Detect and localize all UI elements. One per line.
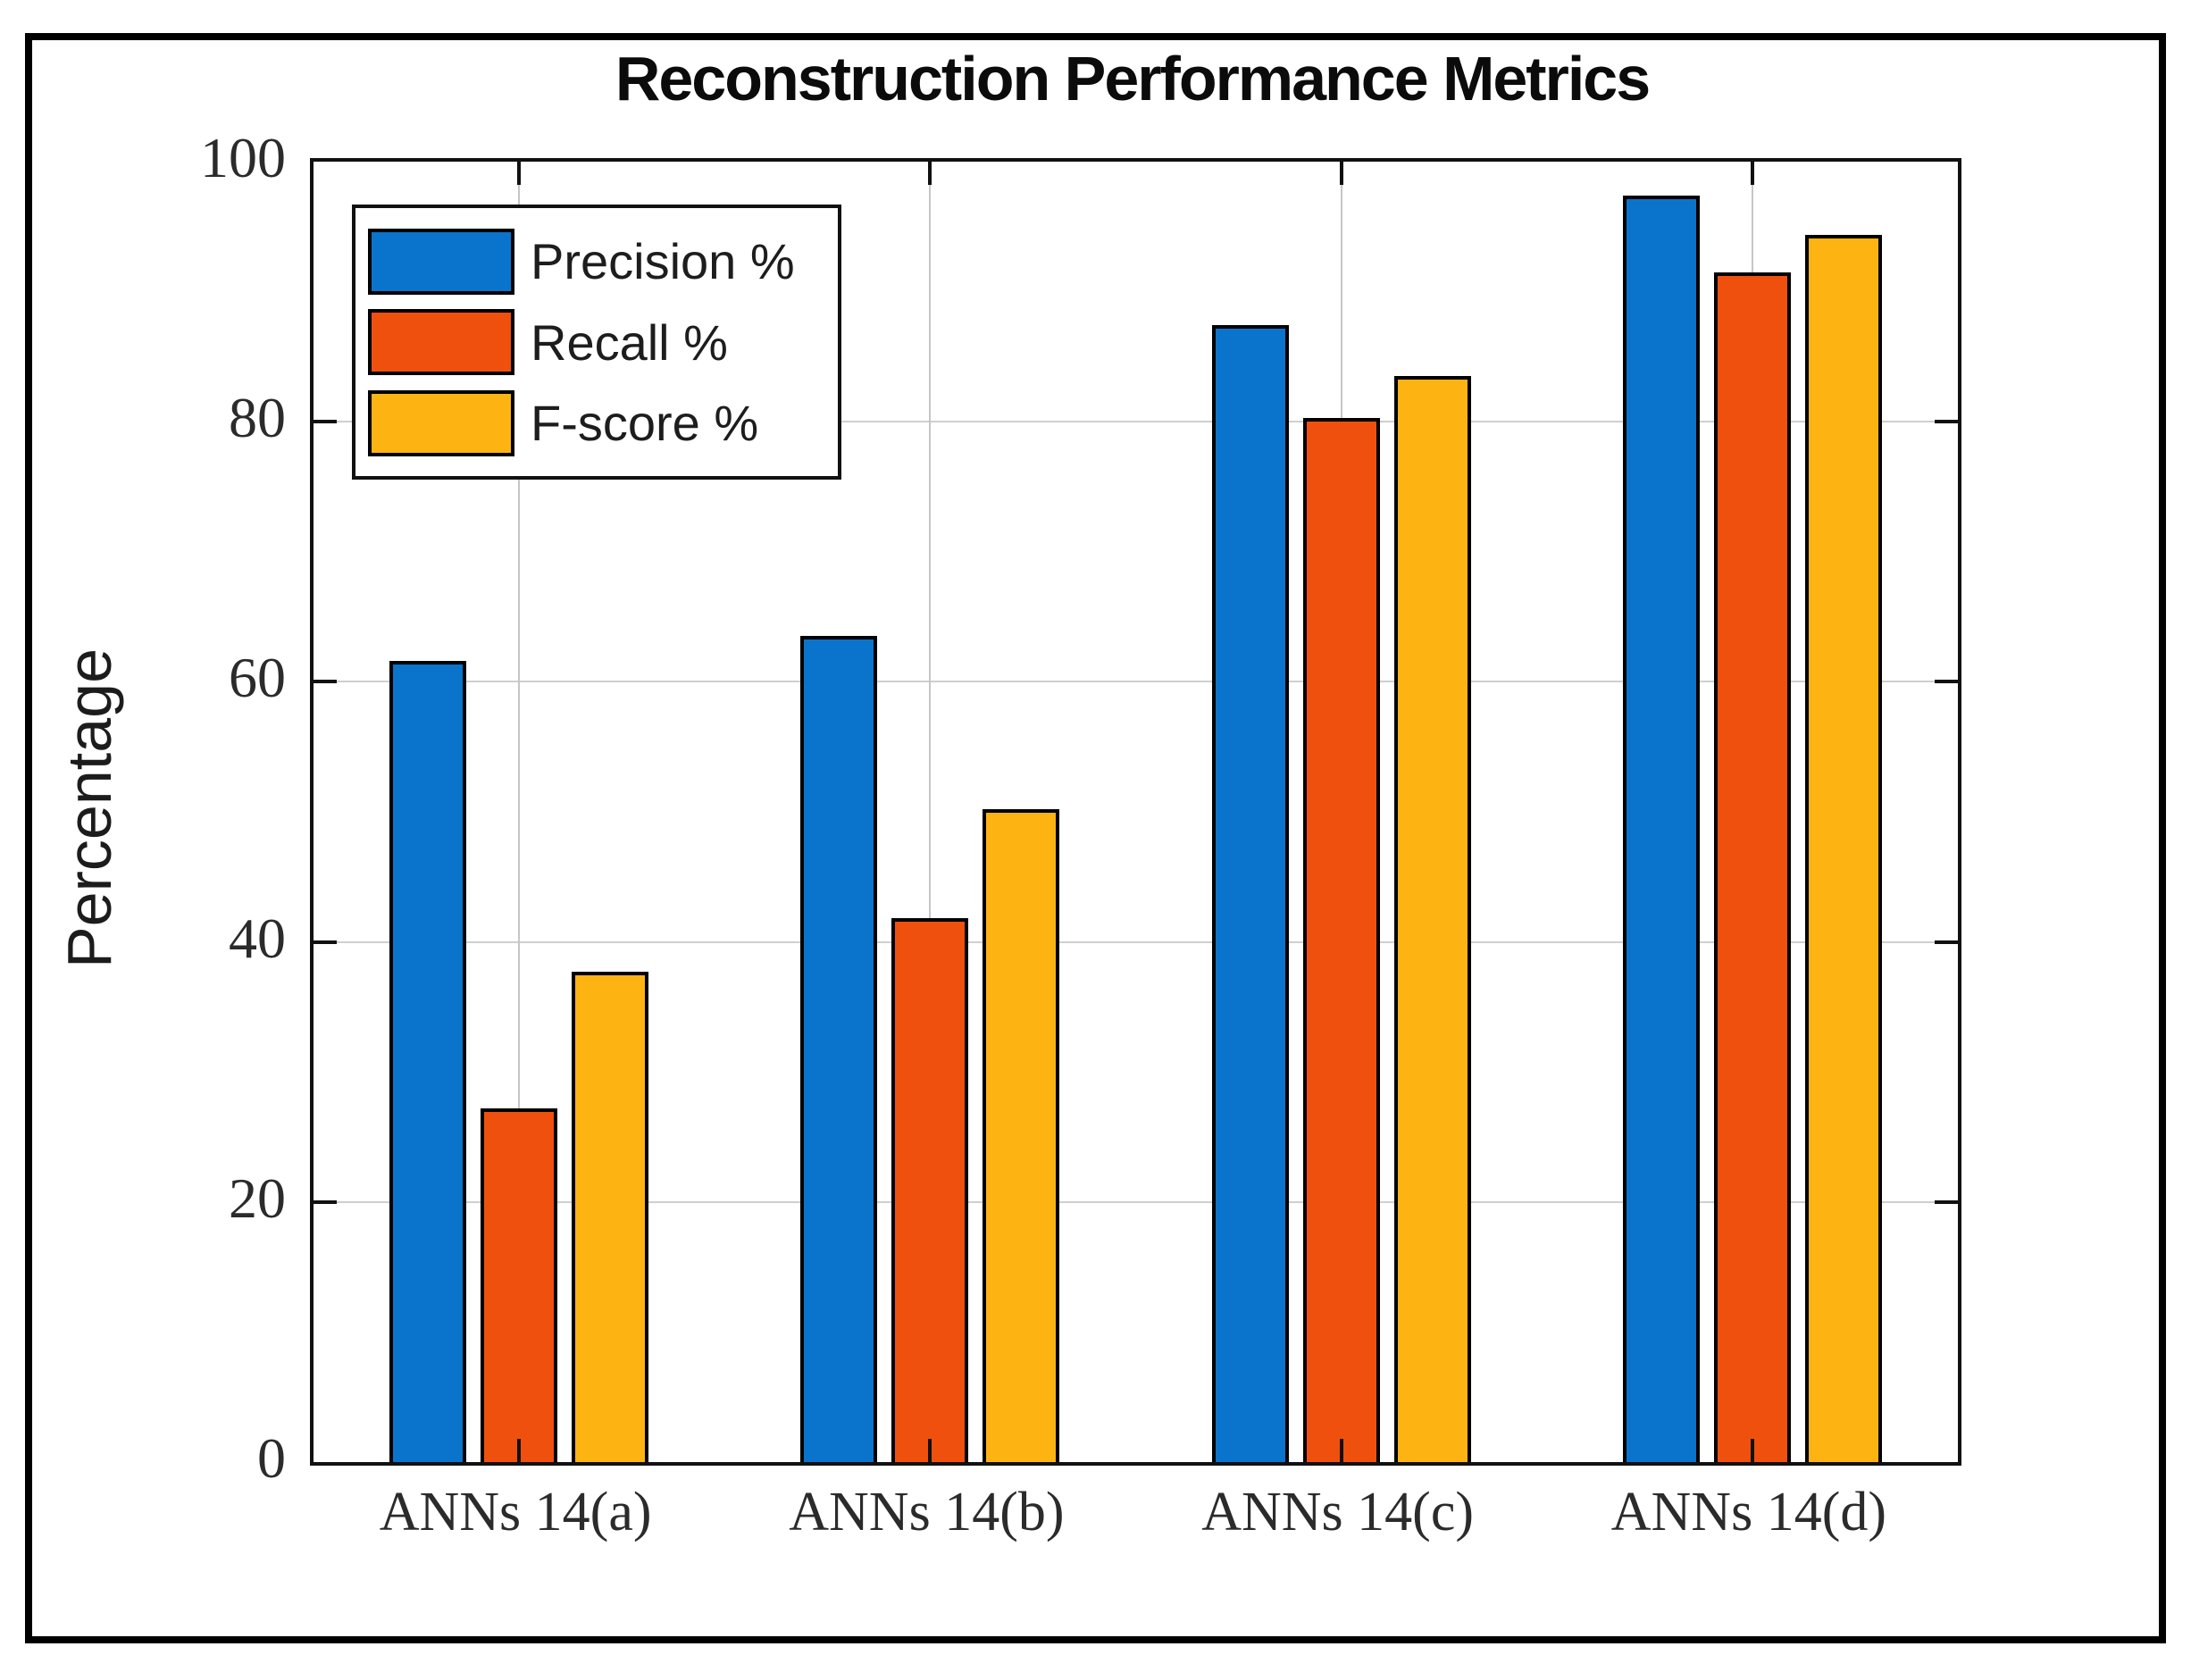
y-tick-mark [314,940,337,944]
figure-border [25,33,2166,1643]
bar-precision [389,661,467,1462]
legend: Precision % Recall % F-score % [352,205,841,480]
h-gridline [314,421,1958,423]
x-tick-label: ANNs 14(c) [1201,1482,1474,1542]
legend-item: F-score % [368,389,838,456]
chart-title: Reconstruction Performance Metrics [615,44,1651,113]
x-tick-label: ANNs 14(a) [379,1482,652,1542]
y-tick-mark [314,1199,337,1204]
y-tick-mark [1935,940,1958,944]
legend-swatch [368,309,514,375]
legend-item-label: Precision % [531,233,795,289]
legend-item-label: F-score % [531,395,759,451]
bar-precision [800,636,878,1462]
v-gridline [929,162,932,1462]
bar-precision [1211,325,1289,1462]
y-tick-label: 20 [229,1166,286,1230]
x-tick-mark [1750,1439,1754,1462]
y-tick-mark [314,680,337,684]
x-tick-mark [1339,1439,1343,1462]
v-gridline [518,162,521,1462]
plot-area [310,158,1961,1466]
x-tick-mark [1339,162,1343,185]
y-tick-label: 40 [229,906,286,970]
bar-precision [1622,195,1700,1462]
x-tick-mark [517,1439,522,1462]
y-tick-mark [1935,1199,1958,1204]
bar-recall [1713,272,1791,1462]
bar-recall [1302,417,1380,1462]
bar-fscore [1393,376,1471,1462]
legend-item: Precision % [368,228,838,295]
x-tick-label: ANNs 14(d) [1610,1482,1886,1542]
bar-fscore [983,809,1060,1462]
x-tick-mark [517,162,522,185]
y-tick-label: 80 [229,386,286,450]
x-tick-mark [928,1439,932,1462]
y-tick-label: 60 [229,646,286,710]
y-tick-mark [1935,680,1958,684]
h-gridline [314,940,1958,943]
y-tick-mark [314,420,337,424]
y-tick-label: 100 [200,126,286,189]
legend-item-label: Recall % [531,313,728,371]
legend-swatch [368,389,514,456]
bar-recall [481,1107,558,1462]
x-tick-mark [928,162,932,185]
y-tick-label: 0 [257,1426,286,1490]
bar-fscore [1804,234,1882,1462]
h-gridline [314,1200,1958,1203]
x-tick-mark [1750,162,1754,185]
bar-recall [891,918,969,1462]
y-tick-mark [1935,420,1958,424]
legend-item: Recall % [368,309,838,375]
h-gridline [314,681,1958,683]
legend-swatch [368,228,514,295]
bar-fscore [572,972,649,1462]
x-tick-label: ANNs 14(b) [789,1482,1065,1542]
